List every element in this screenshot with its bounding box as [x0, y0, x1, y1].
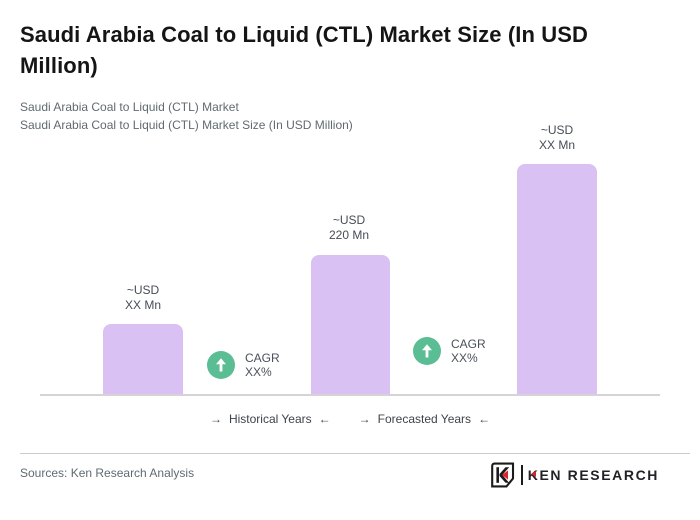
bar-forecast [517, 164, 597, 394]
arrow-up-icon [216, 358, 226, 372]
logo-letter-k: K [527, 467, 540, 483]
x-axis-baseline [40, 394, 660, 396]
logo-wordmark: K EN RESEARCH [528, 467, 659, 483]
cagr-value: XX% [451, 350, 478, 365]
footer-divider [20, 453, 690, 454]
arrow-right-icon: → [209, 412, 222, 426]
cagr-up-arrow-icon [413, 337, 441, 365]
bar-current [311, 255, 390, 394]
legend-forecasted-years: → Forecasted Years ← [359, 412, 490, 426]
bar-value-label-historical: ~USD XX Mn [83, 283, 203, 312]
arrow-right-icon: → [358, 412, 371, 426]
logo-rest: EN RESEARCH [539, 467, 659, 483]
bar-value-label-line1: ~USD [540, 123, 574, 137]
logo-red-wedge-icon [531, 470, 537, 477]
bar-value-label-forecast: ~USD XX Mn [497, 123, 617, 152]
subtitle: Saudi Arabia Coal to Liquid (CTL) Market… [20, 98, 660, 134]
cagr-value: XX% [245, 364, 272, 379]
bar-value-label-line2: XX Mn [538, 137, 575, 152]
cagr-label: CAGR [451, 337, 486, 351]
bar-historical [103, 324, 183, 394]
cagr-annotation-2: CAGR XX% [451, 337, 521, 365]
sources-text: Sources: Ken Research Analysis [20, 466, 195, 480]
bar-value-label-line2: 220 Mn [328, 227, 370, 242]
cagr-annotation-1: CAGR XX% [245, 351, 315, 379]
legend-forecasted-label: Forecasted Years [377, 412, 472, 426]
legend-historical-label: Historical Years [228, 412, 312, 426]
arrow-left-icon: ← [478, 412, 491, 426]
logo-divider [520, 465, 523, 485]
page-title: Saudi Arabia Coal to Liquid (CTL) Market… [20, 22, 588, 78]
subtitle-line-2: Saudi Arabia Coal to Liquid (CTL) Market… [20, 118, 353, 132]
axis-period-legend: → Historical Years ← → Forecasted Years … [0, 410, 700, 428]
bar-value-label-line1: ~USD [126, 283, 160, 297]
legend-historical-years: → Historical Years ← [210, 412, 331, 426]
cagr-up-arrow-icon [207, 351, 235, 379]
arrow-up-icon [422, 344, 432, 358]
ken-research-shield-icon [490, 462, 514, 488]
arrow-left-icon: ← [318, 412, 331, 426]
cagr-label: CAGR [245, 351, 280, 365]
bar-value-label-current: ~USD 220 Mn [289, 213, 409, 242]
subtitle-line-1: Saudi Arabia Coal to Liquid (CTL) Market [20, 100, 239, 114]
bar-value-label-line2: XX Mn [124, 297, 161, 312]
bar-value-label-line1: ~USD [332, 213, 366, 227]
ken-research-logo: K EN RESEARCH [489, 461, 659, 489]
